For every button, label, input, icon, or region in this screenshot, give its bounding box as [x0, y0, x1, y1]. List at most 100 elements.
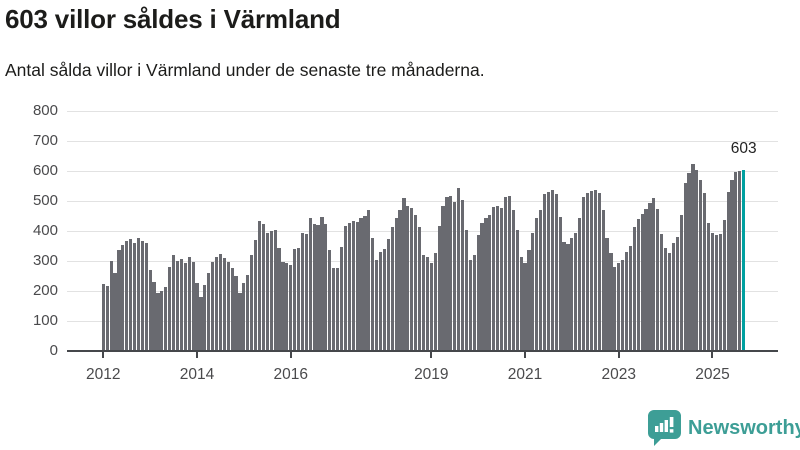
- bar: [136, 238, 141, 351]
- bar: [460, 200, 465, 351]
- bar: [523, 263, 527, 351]
- bar: [160, 290, 164, 351]
- bar: [738, 171, 742, 351]
- bar: [468, 260, 472, 351]
- bar: [164, 286, 168, 351]
- bar: [496, 206, 500, 351]
- bar: [734, 171, 738, 351]
- bar: [414, 214, 418, 351]
- bar: [253, 240, 258, 351]
- bar: [683, 183, 687, 351]
- bar: [269, 231, 273, 351]
- bar: [363, 216, 367, 351]
- gridline: [67, 110, 778, 112]
- bar: [546, 192, 551, 351]
- bar: [312, 224, 316, 351]
- bar: [203, 285, 207, 351]
- bar: [129, 239, 133, 351]
- bar: [246, 275, 250, 351]
- bar: [617, 263, 621, 351]
- bar: [570, 238, 574, 351]
- bar: [445, 196, 449, 351]
- bar: [515, 230, 519, 351]
- x-tick-label: 2014: [179, 366, 215, 383]
- x-tick: [102, 352, 105, 358]
- bar: [726, 191, 730, 351]
- bar: [304, 234, 308, 351]
- bar: [675, 236, 679, 351]
- bar: [566, 243, 570, 351]
- bar: [464, 230, 469, 351]
- bar: [211, 262, 215, 351]
- bar: [664, 248, 668, 351]
- bar: [421, 255, 426, 351]
- bar: [589, 190, 593, 351]
- bar: [125, 240, 129, 351]
- bar: [105, 285, 109, 351]
- bar: [347, 222, 351, 351]
- bar: [542, 193, 547, 351]
- bar: [695, 169, 699, 351]
- bar: [109, 261, 113, 351]
- bar: [289, 264, 293, 351]
- bar: [703, 193, 707, 351]
- bar: [281, 261, 285, 351]
- bar: [425, 256, 429, 351]
- gridline: [67, 230, 778, 232]
- y-tick-label: 400: [32, 222, 58, 239]
- x-tick-label: 2025: [695, 366, 730, 383]
- bar: [199, 296, 203, 351]
- bar: [308, 217, 312, 351]
- bar: [457, 188, 461, 351]
- bar: [328, 249, 332, 351]
- bar: [476, 234, 480, 351]
- bar: [250, 255, 254, 351]
- gridline: [67, 140, 778, 142]
- bar: [644, 209, 648, 351]
- bar: [601, 210, 605, 351]
- bar: [636, 219, 640, 351]
- bar: [214, 256, 219, 351]
- bar: [449, 195, 453, 351]
- newsworthy-logo-text: Newsworthy: [688, 416, 800, 439]
- bar: [179, 259, 183, 351]
- bar: [195, 282, 199, 351]
- y-tick-label: 800: [32, 102, 58, 119]
- bar: [535, 218, 539, 351]
- x-tick: [289, 352, 292, 358]
- bar: [320, 217, 324, 351]
- bar: [398, 210, 402, 351]
- bar: [117, 249, 121, 351]
- bar: [527, 249, 531, 351]
- bar: [378, 251, 383, 351]
- x-tick: [196, 352, 199, 358]
- bar: [429, 263, 433, 351]
- bar: [371, 238, 375, 351]
- bar: [742, 170, 746, 351]
- y-tick-label: 0: [49, 342, 58, 359]
- bar: [539, 210, 543, 351]
- bar-chart: 0 100 200 300 400 500 600 700 800 2012 2014 2016 20…: [32, 102, 778, 383]
- x-tick: [617, 352, 620, 358]
- bar: [394, 218, 398, 351]
- bar: [293, 249, 297, 351]
- x-tick-label: 2021: [507, 366, 543, 383]
- bar: [437, 225, 441, 351]
- bar: [207, 273, 211, 351]
- bar: [441, 206, 445, 351]
- bar: [628, 246, 633, 351]
- bar: [316, 225, 320, 351]
- page-title: 603 villor såldes i Värmland: [5, 4, 341, 34]
- bar: [597, 192, 601, 351]
- bar: [613, 266, 617, 351]
- x-tick: [524, 352, 527, 358]
- bar: [558, 216, 562, 351]
- x-tick: [711, 352, 714, 358]
- bar: [554, 193, 558, 351]
- bar: [300, 233, 305, 351]
- bar: [175, 260, 180, 351]
- bar: [296, 247, 301, 351]
- bar: [718, 234, 722, 351]
- bar: [132, 242, 137, 351]
- bar: [492, 207, 496, 351]
